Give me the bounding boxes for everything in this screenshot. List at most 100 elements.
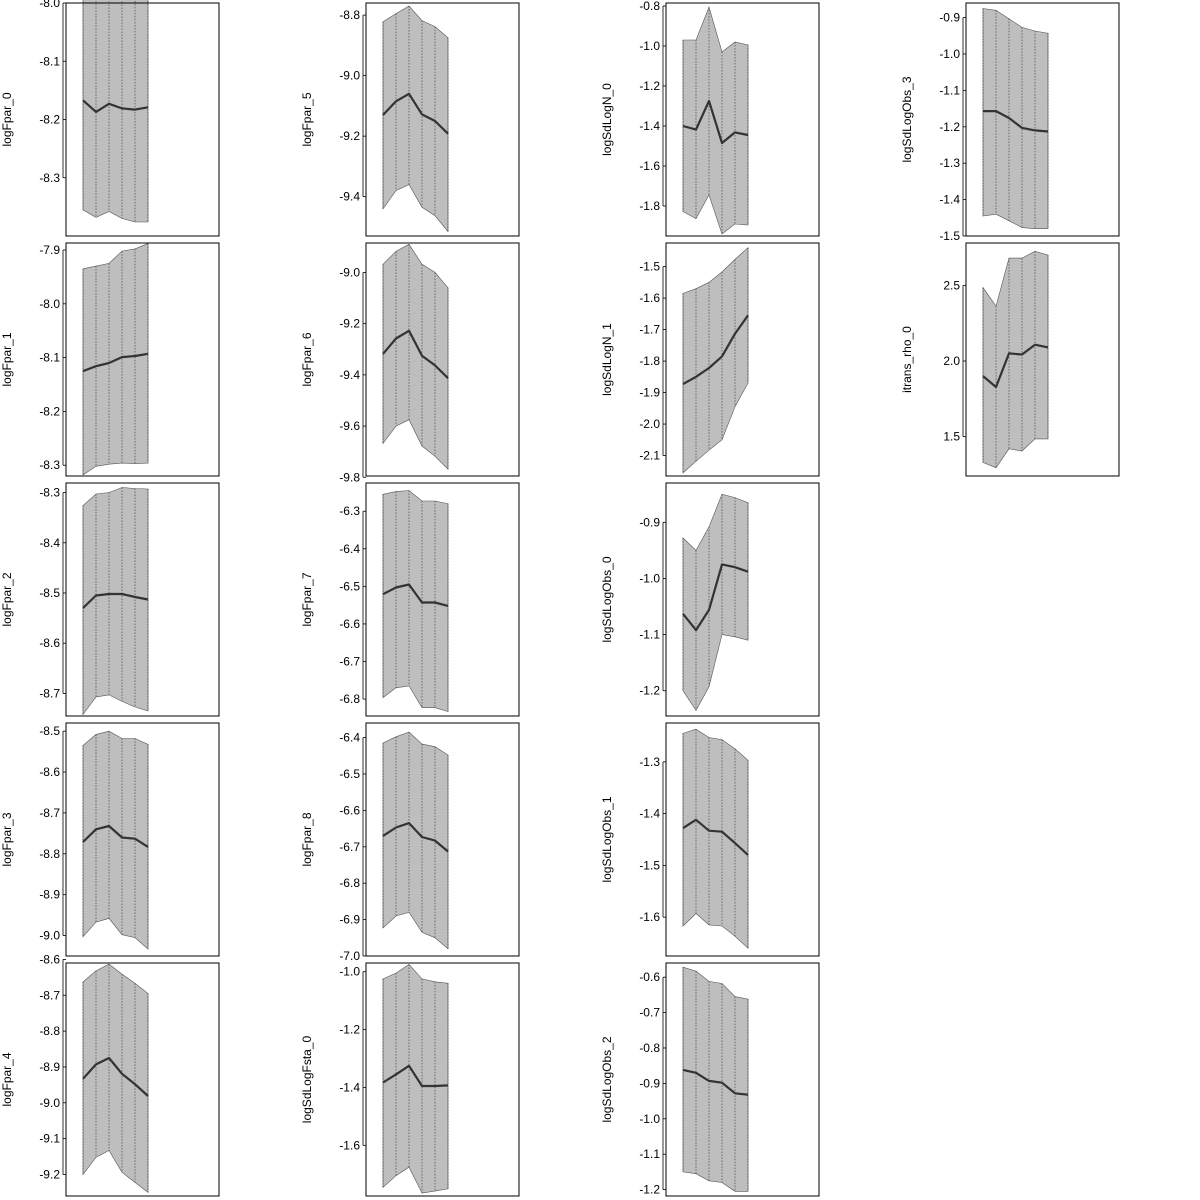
mean-line [682,99,749,145]
y-tick-label: -1.0 [639,39,660,53]
y-tick-label: -1.3 [939,156,960,170]
y-axis-title: logSdLogFsta_0 [300,1035,314,1123]
y-axis-title: logFpar_3 [0,812,14,866]
confidence-band [382,490,449,712]
y-tick-label: -1.7 [639,323,660,337]
y-tick-label: -9.2 [339,317,360,331]
panel-border [665,482,820,717]
mean-line [382,821,449,853]
panel-border [665,722,820,957]
y-tick-label: -2.1 [639,449,660,463]
mean-line [382,583,449,607]
y-axis-title: itrans_rho_0 [900,326,914,393]
y-axis-title: logFpar_5 [300,92,314,146]
panel-logSdLogN_1: -1.5 -1.6 -1.7 -1.8 -1.9 -2.0 -2.1 logSdLogN_1 [600,242,820,477]
panel-logFpar_7: -6.3 -6.4 -6.5 -6.6 -6.7 -6.8 logFpar_7 [300,482,520,717]
y-tick-label: -8.3 [39,458,60,472]
panel-border [665,962,820,1197]
y-tick-label: -8.8 [339,8,360,22]
y-tick-label: -8.1 [39,54,60,68]
y-tick-label: -9.0 [39,929,60,943]
y-tick-label: -1.9 [639,386,660,400]
mean-line [682,1068,749,1096]
mean-line [682,563,749,632]
y-tick-label: -6.4 [339,542,360,556]
y-tick-label: -9.2 [339,129,360,143]
confidence-band [82,487,149,716]
y-tick-label: -8.7 [39,988,60,1002]
y-axis-title: logSdLogObs_2 [600,1036,614,1122]
y-tick-label: -1.1 [639,1147,660,1161]
y-tick-label: -8.2 [39,113,60,127]
panel-itrans_rho_0: 1.5 2.0 2.5 itrans_rho_0 [900,242,1120,477]
y-tick-label: -8.9 [39,1060,60,1074]
y-tick-label: -6.9 [339,913,360,927]
mean-line [82,352,149,373]
y-tick-label: -0.7 [639,1006,660,1020]
y-tick-label: -1.8 [639,199,660,213]
y-tick-label: -8.8 [39,1024,60,1038]
confidence-band [82,0,149,223]
y-tick-label: -7.0 [339,949,360,963]
panel-logFpar_1: -7.9 -8.0 -8.1 -8.2 -8.3 logFpar_1 [0,242,220,477]
panel-border [365,482,520,717]
confidence-band [382,731,449,950]
y-tick-label: -8.9 [39,888,60,902]
y-tick-label: -1.4 [639,119,660,133]
y-tick-label: -1.1 [639,628,660,642]
y-tick-label: -8.4 [39,536,60,550]
mean-line [983,109,1049,133]
y-tick-label: -0.8 [639,0,660,13]
panel-logFpar_5: -8.8 -9.0 -9.2 -9.4 logFpar_5 [300,2,520,237]
y-tick-label: -1.5 [639,858,660,872]
confidence-band [682,966,749,1192]
confidence-band [682,247,749,474]
y-tick-label: -1.0 [939,47,960,61]
y-tick-label: -9.6 [339,419,360,433]
panel-logSdLogObs_1: -1.3 -1.4 -1.5 -1.6 logSdLogObs_1 [600,722,820,957]
y-axis-title: logFpar_6 [300,332,314,386]
panel-border [365,2,520,237]
y-tick-label: -1.4 [339,1080,360,1094]
y-tick-label: 2.5 [943,278,960,292]
panel-logFpar_4: -8.6 -8.7 -8.8 -8.9 -9.0 -9.1 -9.2 logFpar_4 [0,952,220,1197]
panel-border [665,2,820,237]
y-tick-label: -6.5 [339,767,360,781]
y-axis-title: logSdLogObs_0 [600,556,614,642]
y-tick-label: -0.6 [639,970,660,984]
y-tick-label: -6.4 [339,731,360,745]
y-tick-label: -9.0 [39,1096,60,1110]
panel-border [965,242,1120,477]
panel-border [665,242,820,477]
mean-line [82,592,149,609]
y-tick-label: -1.1 [939,83,960,97]
mean-line [982,343,1049,389]
panel-border [65,482,220,717]
panel-logFpar_3: -8.5 -8.6 -8.7 -8.8 -8.9 -9.0 logFpar_3 [0,722,220,957]
y-tick-label: -1.5 [639,260,660,274]
y-tick-label: -0.8 [639,1041,660,1055]
y-tick-label: -9.0 [339,265,360,279]
y-tick-label: -6.6 [339,617,360,631]
y-tick-label: -2.0 [639,417,660,431]
y-tick-label: -8.2 [39,404,60,418]
y-tick-label: -1.2 [339,1023,360,1037]
confidence-band [382,964,449,1194]
y-axis-title: logFpar_0 [0,92,14,146]
y-axis-title: logFpar_8 [300,812,314,866]
y-tick-label: -1.0 [639,1112,660,1126]
y-tick-label: -1.4 [639,807,660,821]
y-axis-title: logFpar_2 [0,572,14,626]
y-tick-label: -8.8 [39,847,60,861]
confidence-band [682,493,749,711]
y-tick-label: -1.6 [639,291,660,305]
y-tick-label: -1.5 [939,229,960,243]
y-tick-label: -1.2 [639,1183,660,1197]
y-tick-label: -0.9 [639,1076,660,1090]
y-tick-label: -9.4 [339,368,360,382]
y-tick-label: -1.6 [639,159,660,173]
panel-border [65,2,220,237]
y-tick-label: -6.3 [339,504,360,518]
y-axis-title: logSdLogN_1 [600,323,614,396]
